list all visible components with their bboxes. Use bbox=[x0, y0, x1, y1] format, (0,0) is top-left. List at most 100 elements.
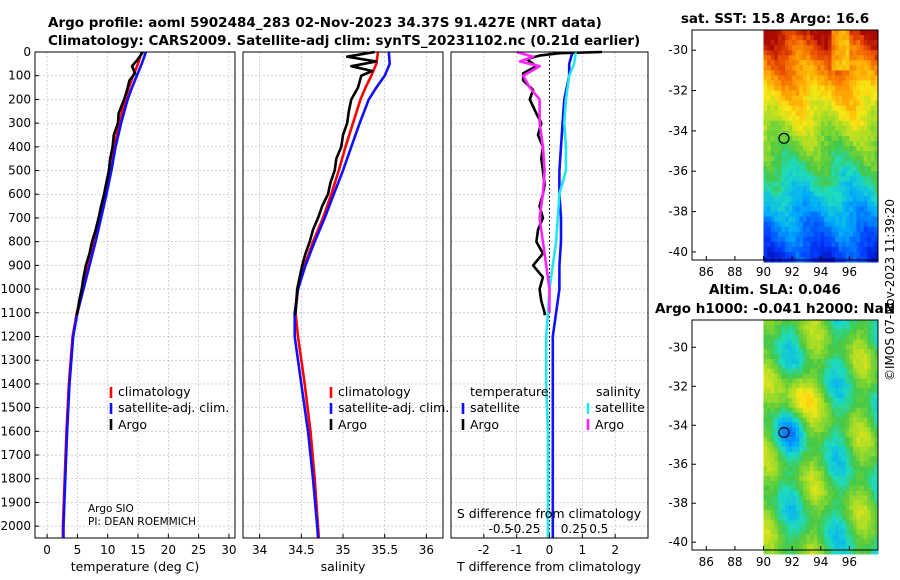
heat-cell bbox=[767, 505, 772, 511]
heat-cell bbox=[853, 90, 858, 96]
heat-cell bbox=[788, 60, 793, 66]
heat-cell bbox=[813, 480, 818, 487]
heat-cell bbox=[824, 544, 829, 550]
heat-cell bbox=[813, 436, 818, 443]
heat-cell bbox=[842, 436, 847, 443]
heat-cell bbox=[806, 436, 811, 443]
heat-cell bbox=[813, 456, 818, 462]
heat-cell bbox=[853, 524, 858, 531]
heat-cell bbox=[827, 422, 832, 428]
heat-cell bbox=[863, 373, 868, 379]
heat-cell bbox=[831, 456, 836, 462]
heat-cell bbox=[838, 171, 843, 177]
heat-cell bbox=[781, 176, 786, 182]
heat-cell bbox=[853, 529, 858, 535]
difference-legend: temperature salinity satellite Argo sate… bbox=[461, 384, 645, 432]
heat-cell bbox=[838, 181, 843, 187]
heat-cell bbox=[867, 201, 872, 207]
heat-cell bbox=[863, 475, 868, 482]
heat-cell bbox=[792, 529, 797, 535]
heat-cell bbox=[870, 490, 875, 496]
heat-cell bbox=[795, 241, 800, 248]
heat-cell bbox=[874, 388, 879, 394]
temperature-legend: climatology satellite-adj. clim. Argo bbox=[109, 384, 229, 432]
heat-cell bbox=[860, 393, 865, 399]
heat-cell bbox=[870, 176, 875, 182]
heat-cell bbox=[810, 176, 815, 182]
heat-cell bbox=[824, 344, 829, 350]
heat-cell bbox=[863, 388, 868, 394]
heat-cell bbox=[795, 70, 800, 76]
heat-cell bbox=[824, 378, 829, 384]
heat-cell bbox=[795, 55, 800, 61]
heat-cell bbox=[827, 241, 832, 248]
heat-cell bbox=[813, 251, 818, 258]
heat-cell bbox=[874, 135, 879, 142]
heat-cell bbox=[799, 529, 804, 535]
heat-cell bbox=[863, 402, 868, 409]
heat-cell bbox=[853, 471, 858, 477]
heat-cell bbox=[813, 446, 818, 453]
heat-cell bbox=[853, 50, 858, 56]
heat-cell bbox=[785, 125, 790, 132]
heat-cell bbox=[831, 349, 836, 355]
heat-cell bbox=[767, 329, 772, 336]
heat-cell bbox=[827, 125, 832, 132]
heat-cell bbox=[795, 514, 800, 521]
heat-cell bbox=[792, 402, 797, 409]
heat-cell bbox=[845, 216, 850, 223]
heat-cell bbox=[763, 446, 768, 453]
heat-cell bbox=[842, 354, 847, 360]
heat-cell bbox=[842, 50, 847, 56]
heat-cell bbox=[835, 181, 840, 187]
heat-cell bbox=[860, 354, 865, 360]
heat-cell bbox=[810, 398, 815, 404]
heat-cell bbox=[817, 329, 822, 336]
map-x-tick-label: 88 bbox=[727, 555, 742, 569]
heat-cell bbox=[827, 461, 832, 467]
heat-cell bbox=[831, 373, 836, 379]
heat-cell bbox=[806, 115, 811, 122]
heat-cell bbox=[781, 471, 786, 477]
heat-cell bbox=[802, 349, 807, 355]
heat-cell bbox=[874, 436, 879, 443]
heat-cell bbox=[827, 105, 832, 112]
heat-cell bbox=[813, 500, 818, 506]
heat-cell bbox=[870, 320, 875, 326]
heat-cell bbox=[835, 475, 840, 482]
heat-cell bbox=[799, 363, 804, 370]
heat-cell bbox=[770, 475, 775, 482]
heat-cell bbox=[795, 495, 800, 501]
heat-cell bbox=[838, 495, 843, 501]
heat-cell bbox=[777, 451, 782, 457]
heat-cell bbox=[813, 539, 818, 545]
heat-cell bbox=[770, 176, 775, 182]
series-line-salinity-satellite bbox=[544, 51, 578, 538]
heat-cell bbox=[777, 539, 782, 545]
heat-cell bbox=[860, 181, 865, 187]
heat-cell bbox=[867, 393, 872, 399]
heat-cell bbox=[853, 549, 858, 555]
heat-cell bbox=[813, 125, 818, 132]
heat-cell bbox=[856, 500, 861, 506]
heat-cell bbox=[788, 176, 793, 182]
heat-cell bbox=[856, 363, 861, 370]
heat-cell bbox=[845, 115, 850, 122]
heat-cell bbox=[838, 60, 843, 66]
heat-cell bbox=[763, 432, 768, 438]
heat-cell bbox=[795, 95, 800, 102]
heat-cell bbox=[827, 359, 832, 365]
heat-cell bbox=[849, 196, 854, 202]
heat-cell bbox=[763, 75, 768, 81]
heat-cell bbox=[792, 90, 797, 96]
heat-cell bbox=[806, 451, 811, 457]
heat-cell bbox=[860, 524, 865, 531]
heat-cell bbox=[842, 529, 847, 535]
heat-cell bbox=[813, 529, 818, 535]
heat-cell bbox=[870, 383, 875, 389]
heat-cell bbox=[817, 485, 822, 492]
heat-cell bbox=[853, 334, 858, 340]
heat-cell bbox=[849, 402, 854, 409]
heat-cell bbox=[774, 221, 779, 228]
heat-cell bbox=[824, 505, 829, 511]
